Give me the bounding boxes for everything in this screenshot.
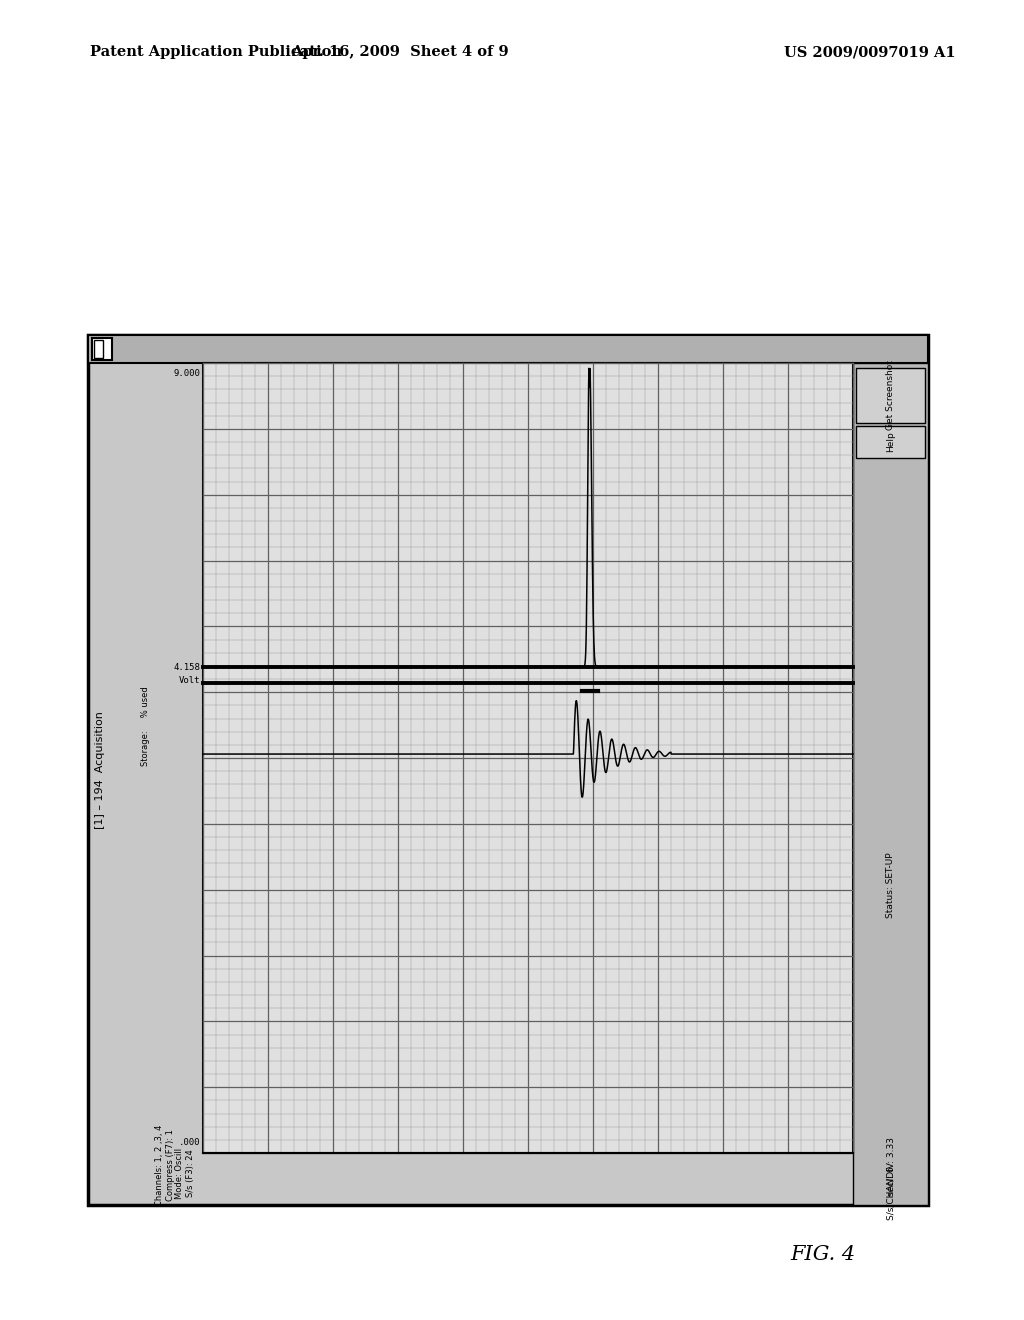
Bar: [853, 363, 928, 1205]
Bar: [856, 426, 925, 458]
Text: 9.000: 9.000: [173, 370, 200, 378]
Bar: [88, 335, 928, 363]
Text: Apr. 16, 2009  Sheet 4 of 9: Apr. 16, 2009 Sheet 4 of 9: [291, 45, 509, 59]
Text: Storage:     % used: Storage: % used: [140, 686, 150, 767]
Text: FIG. 4: FIG. 4: [790, 1246, 855, 1265]
Bar: [88, 335, 928, 1205]
Text: Volt: Volt: [178, 676, 200, 685]
Text: Mode: Oscill
S/s (F3): 24: Mode: Oscill S/s (F3): 24: [175, 1147, 195, 1199]
Bar: [856, 368, 925, 422]
Text: [1] – 194  Acquisition: [1] – 194 Acquisition: [95, 711, 105, 829]
Text: US 2009/0097019 A1: US 2009/0097019 A1: [784, 45, 955, 59]
Text: Get Screenshot: Get Screenshot: [886, 360, 895, 430]
Text: sec/DIV: 3.33: sec/DIV: 3.33: [886, 1138, 895, 1196]
Text: Status: SET-UP: Status: SET-UP: [886, 853, 895, 917]
Text: S/s/CHAN: 6: S/s/CHAN: 6: [886, 1166, 895, 1220]
Text: Help: Help: [886, 432, 895, 453]
Text: 4.158: 4.158: [173, 663, 200, 672]
Text: Patent Application Publication: Patent Application Publication: [90, 45, 342, 59]
Text: Channels: 1, 2 ,3, 4
Compress (F7): 1: Channels: 1, 2 ,3, 4 Compress (F7): 1: [156, 1125, 175, 1205]
Bar: [94, 341, 103, 358]
Bar: [203, 363, 853, 1152]
Bar: [92, 338, 112, 360]
Text: .000: .000: [178, 1138, 200, 1147]
